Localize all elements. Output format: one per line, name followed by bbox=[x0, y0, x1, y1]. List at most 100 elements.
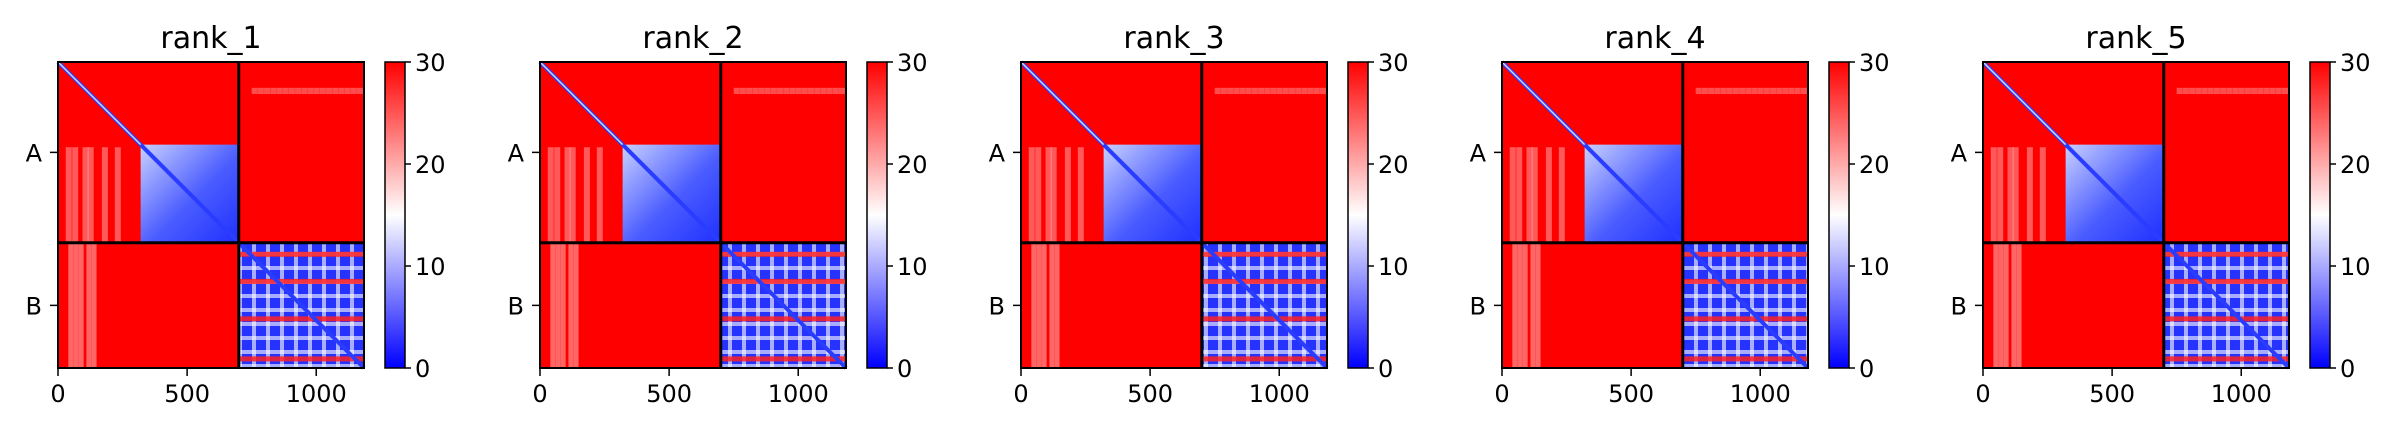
heatmap-stripe bbox=[1509, 147, 1516, 243]
block-band bbox=[1201, 316, 1327, 322]
heatmap-band bbox=[795, 87, 802, 95]
block-band bbox=[238, 356, 364, 362]
heatmap-stripe bbox=[1028, 147, 1035, 243]
heatmap-stripe bbox=[1997, 147, 2004, 243]
xtick-label: 500 bbox=[646, 380, 692, 408]
colorbar-tick-label: 0 bbox=[1859, 355, 1874, 383]
heatmap-stripe bbox=[1512, 242, 1518, 368]
heatmap-stripe bbox=[91, 242, 97, 368]
panel-title: rank_5 bbox=[2085, 21, 2186, 56]
colorbar-tick-label: 30 bbox=[1859, 49, 1890, 77]
xtick-label: 1000 bbox=[1730, 380, 1791, 408]
heatmap-band bbox=[1233, 87, 1240, 95]
heatmap-stripe bbox=[1035, 147, 1042, 243]
colorbar-tick-label: 10 bbox=[1378, 253, 1409, 281]
ytick-label: A bbox=[989, 139, 1006, 167]
heatmap-stripe bbox=[2016, 242, 2022, 368]
heatmap-stripe bbox=[86, 242, 92, 368]
heatmap-band bbox=[1313, 87, 1320, 95]
heatmap-band bbox=[1720, 87, 1727, 95]
heatmap-panel-1: rank_1 A B 0 500 1000 0 10 20 30 bbox=[26, 21, 446, 408]
heatmap-stripe bbox=[73, 242, 79, 368]
panel-title: rank_3 bbox=[1123, 21, 1224, 56]
heatmap-band bbox=[1227, 87, 1234, 95]
xtick-label: 1000 bbox=[768, 380, 829, 408]
heatmap-stripe bbox=[564, 147, 571, 243]
heatmap-band bbox=[313, 87, 320, 95]
colorbar-tick-label: 20 bbox=[897, 151, 928, 179]
heatmap-stripe bbox=[2011, 242, 2017, 368]
block-band bbox=[1201, 251, 1327, 257]
xtick-label: 0 bbox=[1494, 380, 1509, 408]
heatmap-band bbox=[1732, 87, 1739, 95]
colorbar-tick-label: 10 bbox=[1859, 253, 1890, 281]
heatmap-band bbox=[739, 87, 746, 95]
heatmap-band bbox=[2201, 87, 2208, 95]
colorbar bbox=[1828, 61, 1850, 369]
heatmap-stripe bbox=[1041, 242, 1047, 368]
xtick-label: 500 bbox=[2089, 380, 2135, 408]
heatmap-stripe bbox=[547, 147, 554, 243]
heatmap-band bbox=[758, 87, 765, 95]
axes-frame bbox=[57, 61, 365, 369]
heatmap-band bbox=[1794, 87, 1801, 95]
heatmap-band bbox=[1258, 87, 1265, 95]
ytick-label: B bbox=[1951, 292, 1967, 320]
xtick-label: 500 bbox=[164, 380, 210, 408]
heatmap-band bbox=[770, 87, 777, 95]
heatmap-panel-4: rank_4 A B 0 500 1000 0 10 20 30 bbox=[1470, 21, 1890, 408]
heatmap-band bbox=[332, 87, 339, 95]
block-band bbox=[720, 251, 846, 257]
heatmap-band bbox=[832, 87, 839, 95]
heatmap-band bbox=[777, 87, 784, 95]
ytick-label: A bbox=[508, 139, 525, 167]
heatmap-band bbox=[746, 87, 753, 95]
heatmap-stripe bbox=[560, 242, 566, 368]
panel-title: rank_1 bbox=[160, 21, 261, 56]
colorbar-tick-label: 30 bbox=[2340, 49, 2371, 77]
heatmap-band bbox=[1220, 87, 1227, 95]
heatmap-stripe bbox=[1049, 242, 1055, 368]
heatmap-stripe bbox=[2003, 242, 2009, 368]
heatmap-band bbox=[1714, 87, 1721, 95]
heatmap-stripe bbox=[1535, 242, 1541, 368]
ytick-label: A bbox=[26, 139, 43, 167]
xtick-label: 0 bbox=[532, 380, 547, 408]
heatmap-band bbox=[1214, 87, 1221, 95]
diagonal-highlight bbox=[1982, 61, 2067, 146]
heatmap-band bbox=[2189, 87, 2196, 95]
heatmap-band bbox=[2195, 87, 2202, 95]
heatmap-band bbox=[1295, 87, 1302, 95]
heatmap-band bbox=[1307, 87, 1314, 95]
heatmap-band bbox=[307, 87, 314, 95]
heatmap-band bbox=[1757, 87, 1764, 95]
heatmap-band bbox=[1776, 87, 1783, 95]
block-band bbox=[1682, 251, 1808, 257]
heatmap-band bbox=[319, 87, 326, 95]
heatmap-band bbox=[2282, 87, 2289, 95]
heatmap-stripe bbox=[555, 242, 561, 368]
heatmap-band bbox=[2257, 87, 2264, 95]
colorbar bbox=[1347, 61, 1369, 369]
heatmap-band bbox=[752, 87, 759, 95]
heatmap-band bbox=[2263, 87, 2270, 95]
heatmap-stripe bbox=[72, 147, 79, 243]
block-band bbox=[1201, 356, 1327, 362]
colorbar-tick-label: 10 bbox=[2340, 253, 2371, 281]
diagonal-highlight bbox=[1020, 61, 1105, 146]
heatmap-stripe bbox=[1045, 147, 1052, 243]
heatmap-stripe bbox=[2026, 147, 2033, 243]
ytick-label: A bbox=[1470, 139, 1487, 167]
colorbar-tick-label: 0 bbox=[2340, 355, 2355, 383]
heatmap-band bbox=[1708, 87, 1715, 95]
heatmap-panel-3: rank_3 A B 0 500 1000 0 10 20 30 bbox=[989, 21, 1409, 408]
heatmap-stripe bbox=[2007, 147, 2014, 243]
heatmap-stripe bbox=[1531, 147, 1538, 243]
heatmap-band bbox=[733, 87, 740, 95]
heatmap-band bbox=[2213, 87, 2220, 95]
heatmap-band bbox=[826, 87, 833, 95]
heatmap-band bbox=[1270, 87, 1277, 95]
ytick-label: B bbox=[26, 292, 42, 320]
ytick-label: B bbox=[1470, 292, 1486, 320]
